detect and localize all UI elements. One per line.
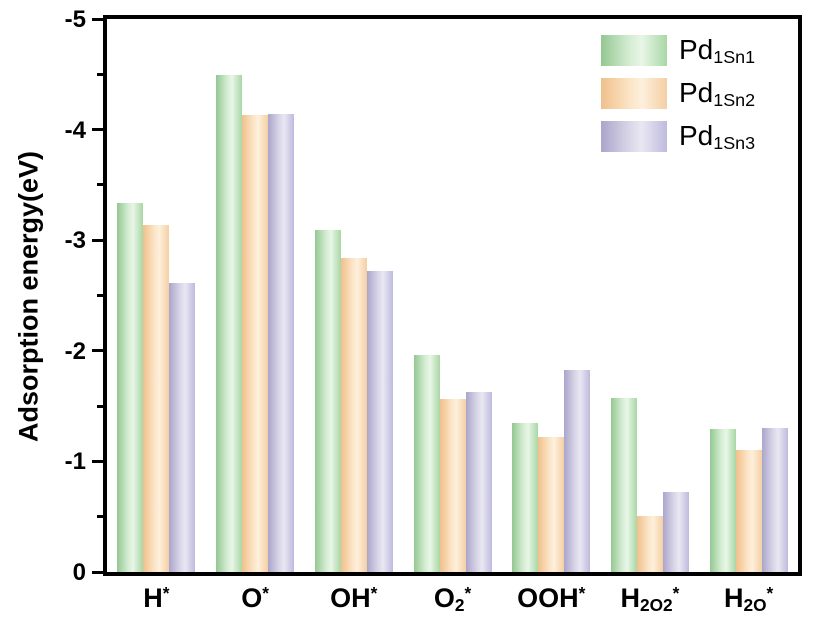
y-minor-tick bbox=[97, 294, 103, 297]
bar-Pd1Sn1-H bbox=[117, 202, 144, 572]
y-tick-label: -3 bbox=[64, 227, 86, 255]
x-tick-label-H2O: H2O* bbox=[724, 583, 774, 615]
bar-Pd1Sn3-O bbox=[268, 114, 295, 572]
bar-Pd1Sn3-OOH bbox=[564, 369, 591, 572]
y-tick-label: -4 bbox=[64, 116, 86, 144]
bar-Pd1Sn1-OH bbox=[314, 230, 341, 572]
bar-Pd1Sn2-H2O2 bbox=[636, 515, 663, 572]
y-minor-tick bbox=[97, 404, 103, 408]
y-minor-tick bbox=[97, 72, 103, 76]
legend-label-Pd1Sn1: Pd1Sn1 bbox=[679, 34, 756, 67]
bar-Pd1Sn2-O bbox=[242, 115, 269, 572]
x-tick-label-H: H* bbox=[143, 583, 170, 613]
x-tick-label-O2: O2* bbox=[433, 583, 472, 615]
bar-Pd1Sn1-O2 bbox=[413, 355, 440, 572]
legend-item-Pd1Sn1: Pd1Sn1 bbox=[601, 34, 755, 68]
legend-swatch-Pd1Sn3 bbox=[601, 120, 667, 152]
bar-Pd1Sn2-O2 bbox=[439, 399, 466, 572]
legend-swatch-Pd1Sn2 bbox=[601, 78, 667, 110]
x-tick-label-OOH: OOH* bbox=[517, 583, 586, 613]
legend-item-Pd1Sn3: Pd1Sn3 bbox=[601, 120, 755, 154]
x-tick-label-O: O* bbox=[241, 583, 269, 613]
bar-Pd1Sn1-O bbox=[216, 75, 243, 572]
y-major-tick bbox=[92, 238, 103, 242]
bar-Pd1Sn3-H2O bbox=[761, 428, 788, 572]
bar-Pd1Sn3-H2O2 bbox=[662, 492, 689, 572]
bar-Pd1Sn1-H2O2 bbox=[610, 398, 637, 572]
bar-Pd1Sn2-H2O bbox=[735, 450, 762, 572]
legend-item-Pd1Sn2: Pd1Sn2 bbox=[601, 77, 755, 111]
bar-Pd1Sn3-O2 bbox=[465, 391, 492, 572]
bar-Pd1Sn3-H bbox=[169, 283, 196, 572]
legend-swatch-Pd1Sn1 bbox=[601, 35, 667, 67]
bar-Pd1Sn2-H bbox=[143, 224, 170, 572]
y-tick-label: -5 bbox=[64, 6, 86, 33]
x-tick-label-OH: OH* bbox=[330, 583, 378, 613]
legend-label-Pd1Sn2: Pd1Sn2 bbox=[679, 76, 756, 110]
y-minor-tick bbox=[97, 183, 103, 187]
y-tick-label: -2 bbox=[64, 337, 86, 365]
y-major-tick bbox=[92, 17, 103, 21]
y-axis-title: Adsorption energy(eV) bbox=[13, 150, 44, 443]
bar-Pd1Sn2-OOH bbox=[538, 437, 565, 572]
bar-Pd1Sn1-H2O bbox=[709, 429, 736, 572]
y-tick-label: -1 bbox=[64, 448, 86, 476]
y-minor-tick bbox=[97, 515, 103, 519]
y-major-tick bbox=[92, 459, 103, 463]
x-tick-label-H2O2: H2O2* bbox=[620, 583, 680, 615]
y-major-tick bbox=[92, 128, 103, 132]
bar-Pd1Sn3-OH bbox=[366, 271, 393, 572]
y-major-tick bbox=[92, 570, 103, 574]
y-tick-label: 0 bbox=[72, 559, 86, 586]
bar-Pd1Sn2-OH bbox=[340, 257, 367, 572]
bar-Pd1Sn1-OOH bbox=[512, 422, 539, 572]
legend: Pd1Sn1 Pd1Sn2 Pd1Sn3 bbox=[601, 34, 755, 162]
plot-area: Pd1Sn1 Pd1Sn2 Pd1Sn3 bbox=[103, 15, 802, 576]
y-major-tick bbox=[92, 349, 103, 353]
legend-label-Pd1Sn3: Pd1Sn3 bbox=[679, 119, 756, 153]
